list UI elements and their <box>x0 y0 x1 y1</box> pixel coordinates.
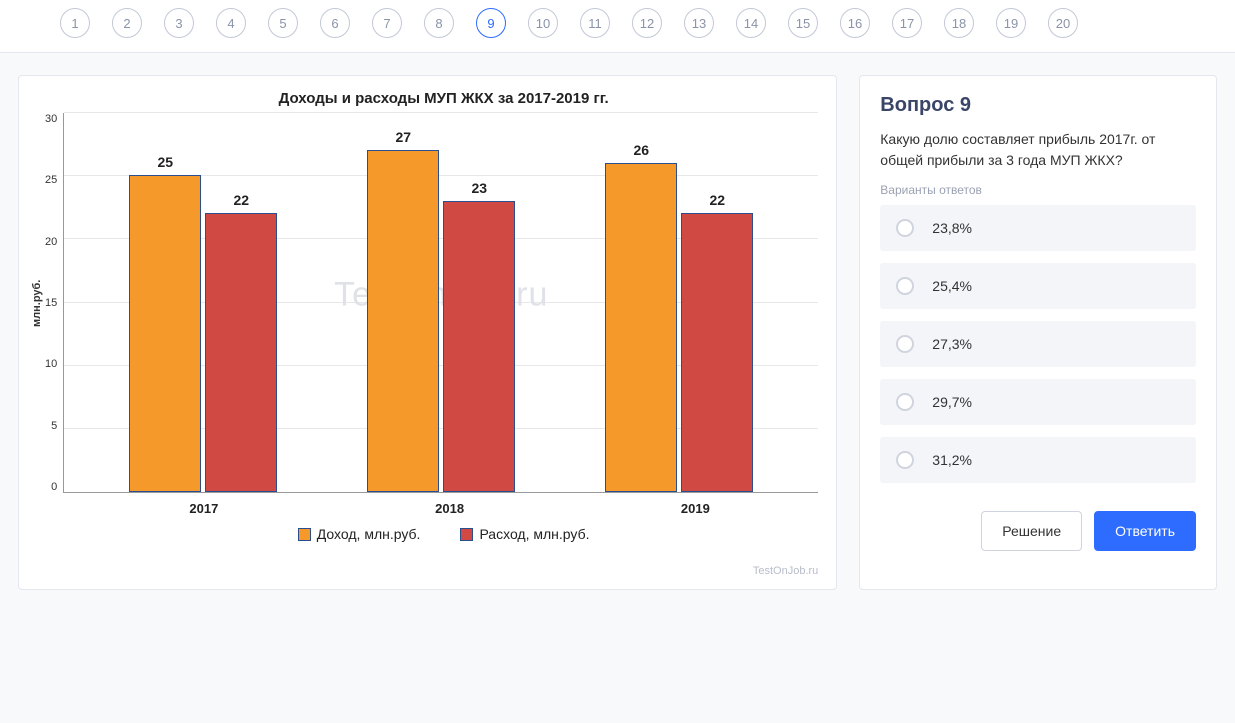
x-tick: 2018 <box>370 501 530 516</box>
bar-value: 23 <box>444 180 514 196</box>
nav-pill-3[interactable]: 3 <box>164 8 194 38</box>
nav-pill-1[interactable]: 1 <box>60 8 90 38</box>
bar: 25 <box>129 175 201 492</box>
legend-item: Расход, млн.руб. <box>460 526 589 542</box>
plot-area: TestOnJob.ru 252227232622 <box>63 113 818 493</box>
options-list: 23,8% 25,4% 27,3% 29,7% 31,2% <box>880 205 1196 483</box>
bar-value: 27 <box>368 129 438 145</box>
grid-line <box>64 112 818 113</box>
x-tick: 2017 <box>124 501 284 516</box>
nav-pill-4[interactable]: 4 <box>216 8 246 38</box>
nav-pill-15[interactable]: 15 <box>788 8 818 38</box>
answer-option-1[interactable]: 25,4% <box>880 263 1196 309</box>
options-label: Варианты ответов <box>880 183 1196 197</box>
nav-pill-11[interactable]: 11 <box>580 8 610 38</box>
nav-pill-19[interactable]: 19 <box>996 8 1026 38</box>
answer-option-3[interactable]: 29,7% <box>880 379 1196 425</box>
bar-value: 22 <box>682 192 752 208</box>
question-nav: 1234567891011121314151617181920 <box>0 0 1235 53</box>
y-tick: 5 <box>51 420 57 432</box>
y-axis-ticks: 30 25 20 15 10 5 0 <box>45 113 63 493</box>
y-tick: 20 <box>45 236 57 248</box>
y-tick: 25 <box>45 174 57 186</box>
radio-icon <box>896 277 914 295</box>
chart-body: млн.руб. 302520151050 TestOnJob.ru 25222… <box>29 113 818 493</box>
answer-button[interactable]: Ответить <box>1094 511 1196 551</box>
nav-pill-8[interactable]: 8 <box>424 8 454 38</box>
option-label: 27,3% <box>932 336 972 352</box>
nav-pill-17[interactable]: 17 <box>892 8 922 38</box>
legend-swatch <box>298 528 311 541</box>
nav-pill-7[interactable]: 7 <box>372 8 402 38</box>
option-label: 31,2% <box>932 452 972 468</box>
x-tick: 2019 <box>615 501 775 516</box>
nav-pill-13[interactable]: 13 <box>684 8 714 38</box>
y-tick: 30 <box>45 113 57 125</box>
option-label: 29,7% <box>932 394 972 410</box>
y-tick: 10 <box>45 358 57 370</box>
legend-label: Расход, млн.руб. <box>479 526 589 542</box>
option-label: 23,8% <box>932 220 972 236</box>
bar: 22 <box>205 213 277 492</box>
radio-icon <box>896 451 914 469</box>
legend: Доход, млн.руб. Расход, млн.руб. <box>29 516 818 542</box>
y-tick: 0 <box>51 481 57 493</box>
bar-group-2018: 2723 <box>367 150 515 492</box>
bar-value: 26 <box>606 142 676 158</box>
legend-item: Доход, млн.руб. <box>298 526 421 542</box>
bar: 23 <box>443 201 515 492</box>
legend-label: Доход, млн.руб. <box>317 526 421 542</box>
bar-group-2017: 2522 <box>129 175 277 492</box>
question-text: Какую долю составляет прибыль 2017г. от … <box>880 129 1196 171</box>
bar-value: 22 <box>206 192 276 208</box>
nav-pill-2[interactable]: 2 <box>112 8 142 38</box>
bar-value: 25 <box>130 154 200 170</box>
question-panel: Вопрос 9 Какую долю составляет прибыль 2… <box>859 75 1217 590</box>
option-label: 25,4% <box>932 278 972 294</box>
watermark-small: TestOnJob.ru <box>753 565 818 577</box>
radio-icon <box>896 393 914 411</box>
actions: Решение Ответить <box>880 511 1196 551</box>
bar: 22 <box>681 213 753 492</box>
bar-group-2019: 2622 <box>605 163 753 492</box>
y-axis-label: млн.руб. <box>29 113 45 493</box>
bar: 27 <box>367 150 439 492</box>
question-title: Вопрос 9 <box>880 94 1196 117</box>
answer-option-0[interactable]: 23,8% <box>880 205 1196 251</box>
bar: 26 <box>605 163 677 492</box>
chart-panel: Доходы и расходы МУП ЖКХ за 2017-2019 гг… <box>18 75 837 590</box>
nav-pill-9[interactable]: 9 <box>476 8 506 38</box>
nav-pill-16[interactable]: 16 <box>840 8 870 38</box>
x-axis: 2017 2018 2019 <box>29 493 818 516</box>
nav-pill-10[interactable]: 10 <box>528 8 558 38</box>
nav-pill-20[interactable]: 20 <box>1048 8 1078 38</box>
answer-option-4[interactable]: 31,2% <box>880 437 1196 483</box>
chart-title: Доходы и расходы МУП ЖКХ за 2017-2019 гг… <box>69 90 818 107</box>
legend-swatch <box>460 528 473 541</box>
nav-pill-5[interactable]: 5 <box>268 8 298 38</box>
radio-icon <box>896 335 914 353</box>
nav-pill-14[interactable]: 14 <box>736 8 766 38</box>
nav-pill-6[interactable]: 6 <box>320 8 350 38</box>
nav-pill-18[interactable]: 18 <box>944 8 974 38</box>
answer-option-2[interactable]: 27,3% <box>880 321 1196 367</box>
y-tick: 15 <box>45 297 57 309</box>
nav-pill-12[interactable]: 12 <box>632 8 662 38</box>
main-content: Доходы и расходы МУП ЖКХ за 2017-2019 гг… <box>0 53 1235 612</box>
radio-icon <box>896 219 914 237</box>
solution-button[interactable]: Решение <box>981 511 1082 551</box>
